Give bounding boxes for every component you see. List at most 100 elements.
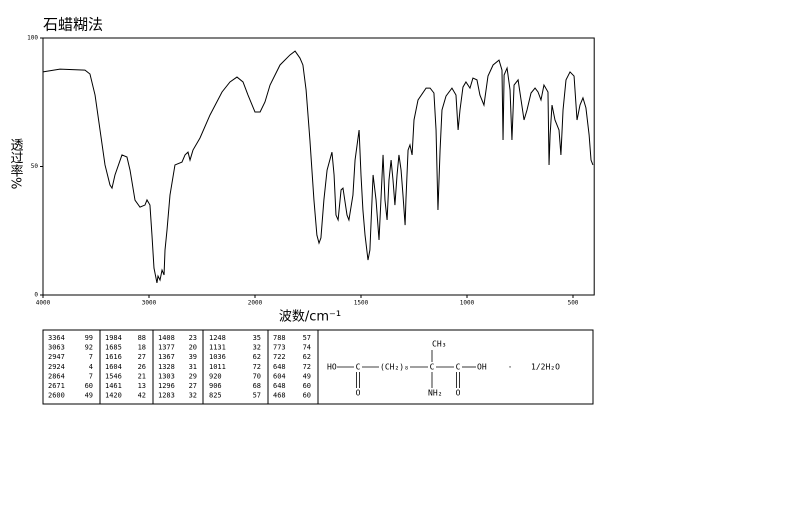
peak-transmittance: 70 [253, 372, 261, 380]
peak-transmittance: 20 [189, 344, 197, 352]
x-tick-label: 1000 [460, 300, 475, 307]
peak-wavenumber: 825 [209, 392, 222, 400]
peak-transmittance: 60 [303, 382, 311, 390]
peak-wavenumber: 1283 [158, 392, 175, 400]
table-dividers [99, 330, 269, 404]
peak-wavenumber: 1377 [158, 344, 175, 352]
peak-transmittance: 27 [189, 382, 197, 390]
peak-transmittance: 72 [303, 363, 311, 371]
x-tick-label: 500 [568, 300, 579, 307]
x-axis-label: 波数/cm⁻¹ [279, 310, 341, 325]
peak-wavenumber: 1984 [105, 334, 122, 342]
peak-transmittance: 31 [189, 363, 197, 371]
peak-wavenumber: 1011 [209, 363, 226, 371]
separator: · [508, 363, 513, 372]
bonds [337, 350, 476, 388]
peak-transmittance: 32 [189, 392, 197, 400]
peak-transmittance: 18 [138, 344, 146, 352]
peak-wavenumber: 920 [209, 372, 222, 380]
peak-wavenumber: 1248 [209, 334, 226, 342]
peak-wavenumber: 1420 [105, 392, 122, 400]
spectrum-line [42, 50, 594, 284]
peak-wavenumber: 604 [273, 372, 286, 380]
peak-wavenumber: 3364 [48, 334, 65, 342]
peak-transmittance: 26 [138, 363, 146, 371]
peak-transmittance: 7 [89, 372, 93, 380]
x-tick-label: 2000 [248, 300, 263, 307]
peak-wavenumber: 2864 [48, 372, 65, 380]
peak-transmittance: 57 [253, 392, 261, 400]
x-tick-label: 4000 [36, 300, 51, 307]
peak-transmittance: 4 [89, 363, 93, 371]
y-tick-label: 100 [27, 35, 38, 42]
peak-transmittance: 60 [85, 382, 93, 390]
atom-label: OH [477, 363, 487, 372]
peak-transmittance: 21 [138, 372, 146, 380]
peak-transmittance: 57 [303, 334, 311, 342]
peak-transmittance: 29 [189, 372, 197, 380]
peak-wavenumber: 2671 [48, 382, 65, 390]
plot-frame [42, 37, 595, 296]
peak-wavenumber: 1604 [105, 363, 122, 371]
peak-transmittance: 35 [253, 334, 261, 342]
peak-wavenumber: 1461 [105, 382, 122, 390]
peak-transmittance: 62 [303, 353, 311, 361]
peak-wavenumber: 773 [273, 344, 286, 352]
atom-label: C [430, 363, 435, 372]
peak-table: 3364 99 3063 92 2947 7 2924 4 2864 7 2671 60 2600 49 1… [48, 334, 311, 400]
peak-transmittance: 42 [138, 392, 146, 400]
atom-label: O [456, 389, 461, 398]
atom-label: HO [327, 363, 337, 372]
peak-transmittance: 23 [189, 334, 197, 342]
peak-wavenumber: 3063 [48, 344, 65, 352]
peak-wavenumber: 2600 [48, 392, 65, 400]
peak-wavenumber: 2947 [48, 353, 65, 361]
peak-transmittance: 49 [85, 392, 93, 400]
peak-transmittance: 72 [253, 363, 261, 371]
peak-wavenumber: 788 [273, 334, 286, 342]
peak-transmittance: 39 [189, 353, 197, 361]
peak-transmittance: 62 [253, 353, 261, 361]
peak-wavenumber: 648 [273, 363, 286, 371]
peak-transmittance: 68 [253, 382, 261, 390]
peak-wavenumber: 1685 [105, 344, 122, 352]
peak-wavenumber: 1616 [105, 353, 122, 361]
peak-transmittance: 92 [85, 344, 93, 352]
atom-label: O [356, 389, 361, 398]
peak-transmittance: 7 [89, 353, 93, 361]
structure: HO C O (CH₂)₈ C CH₃ NH₂ C O OH · 1/2H₂O [327, 340, 560, 398]
peak-wavenumber: 648 [273, 382, 286, 390]
peak-transmittance: 99 [85, 334, 93, 342]
peak-transmittance: 13 [138, 382, 146, 390]
plot: 0 50 100 4000 3000 2000 1500 1000 500 [27, 35, 595, 307]
peak-wavenumber: 2924 [48, 363, 65, 371]
y-tick-label: 50 [31, 163, 39, 170]
peak-wavenumber: 906 [209, 382, 222, 390]
peak-transmittance: 27 [138, 353, 146, 361]
chart-title: 石蜡糊法 [43, 16, 103, 34]
y-axis-label: 透过率% [8, 138, 24, 189]
peak-transmittance: 74 [303, 344, 311, 352]
atom-label: 1/2H₂O [531, 363, 560, 372]
peak-transmittance: 60 [303, 392, 311, 400]
peak-wavenumber: 1546 [105, 372, 122, 380]
x-tick-label: 3000 [142, 300, 157, 307]
x-tick-label: 1500 [354, 300, 369, 307]
peak-wavenumber: 468 [273, 392, 286, 400]
atom-label: C [356, 363, 361, 372]
atom-label: C [456, 363, 461, 372]
peak-transmittance: 88 [138, 334, 146, 342]
structure-frame [317, 329, 594, 405]
peak-wavenumber: 1296 [158, 382, 175, 390]
peak-wavenumber: 1131 [209, 344, 226, 352]
peak-wavenumber: 1036 [209, 353, 226, 361]
peak-wavenumber: 1328 [158, 363, 175, 371]
y-tick-label: 0 [34, 292, 38, 299]
peak-wavenumber: 1367 [158, 353, 175, 361]
peak-transmittance: 49 [303, 372, 311, 380]
atom-label: CH₃ [432, 340, 446, 349]
atom-label: NH₂ [428, 389, 442, 398]
peak-wavenumber: 722 [273, 353, 286, 361]
peak-wavenumber: 1303 [158, 372, 175, 380]
